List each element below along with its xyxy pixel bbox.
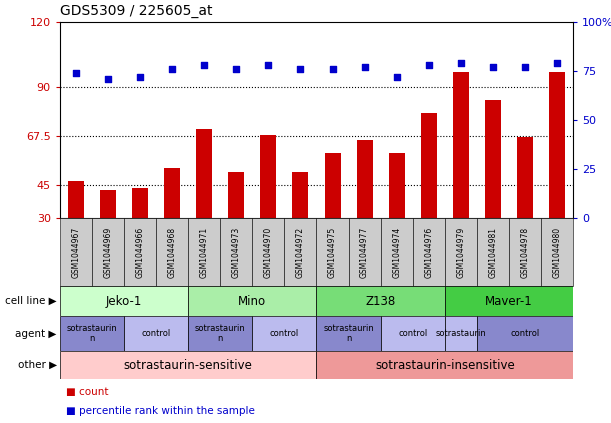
Text: GSM1044973: GSM1044973	[232, 226, 241, 277]
Bar	[357, 140, 373, 218]
FancyBboxPatch shape	[188, 218, 220, 286]
Bar	[485, 100, 501, 218]
Text: GSM1044975: GSM1044975	[328, 226, 337, 277]
FancyBboxPatch shape	[92, 218, 124, 286]
Text: other ▶: other ▶	[18, 360, 57, 370]
Bar	[421, 113, 437, 218]
FancyBboxPatch shape	[348, 218, 381, 286]
Text: GSM1044967: GSM1044967	[71, 226, 81, 277]
FancyBboxPatch shape	[124, 218, 156, 286]
Text: control: control	[398, 329, 427, 338]
Bar	[68, 181, 84, 218]
Text: Maver-1: Maver-1	[485, 294, 533, 308]
FancyBboxPatch shape	[316, 351, 573, 379]
Point	[360, 64, 370, 71]
FancyBboxPatch shape	[477, 316, 573, 351]
Text: GSM1044968: GSM1044968	[167, 226, 177, 277]
Text: GSM1044969: GSM1044969	[103, 226, 112, 277]
Text: agent ▶: agent ▶	[15, 329, 57, 338]
Text: GSM1044976: GSM1044976	[424, 226, 433, 277]
FancyBboxPatch shape	[124, 316, 188, 351]
Text: GSM1044977: GSM1044977	[360, 226, 369, 277]
Bar	[293, 172, 309, 218]
Text: control: control	[270, 329, 299, 338]
Text: GSM1044966: GSM1044966	[136, 226, 145, 277]
Bar	[324, 153, 340, 218]
FancyBboxPatch shape	[316, 218, 348, 286]
Text: sotrastaurin
n: sotrastaurin n	[195, 324, 246, 343]
FancyBboxPatch shape	[381, 218, 412, 286]
Text: control: control	[510, 329, 540, 338]
Point	[552, 60, 562, 66]
Bar	[389, 153, 404, 218]
Text: sotrastaurin-insensitive: sotrastaurin-insensitive	[375, 359, 514, 371]
FancyBboxPatch shape	[188, 286, 316, 316]
Text: Jeko-1: Jeko-1	[106, 294, 142, 308]
Point	[71, 69, 81, 76]
Bar	[260, 135, 276, 218]
Point	[456, 60, 466, 66]
FancyBboxPatch shape	[541, 218, 573, 286]
FancyBboxPatch shape	[412, 218, 445, 286]
Point	[199, 62, 209, 69]
Text: GSM1044971: GSM1044971	[200, 226, 209, 277]
Text: cell line ▶: cell line ▶	[5, 296, 57, 306]
FancyBboxPatch shape	[60, 316, 124, 351]
Text: sotrastaurin
n: sotrastaurin n	[67, 324, 117, 343]
Point	[520, 64, 530, 71]
FancyBboxPatch shape	[445, 218, 477, 286]
FancyBboxPatch shape	[60, 286, 188, 316]
FancyBboxPatch shape	[220, 218, 252, 286]
Text: GSM1044981: GSM1044981	[488, 226, 497, 277]
Text: control: control	[142, 329, 170, 338]
FancyBboxPatch shape	[284, 218, 316, 286]
Bar	[229, 172, 244, 218]
Bar	[517, 137, 533, 218]
Point	[296, 66, 306, 72]
FancyBboxPatch shape	[509, 218, 541, 286]
FancyBboxPatch shape	[156, 218, 188, 286]
Text: GSM1044970: GSM1044970	[264, 226, 273, 277]
Text: GSM1044980: GSM1044980	[552, 226, 562, 277]
Text: Mino: Mino	[238, 294, 266, 308]
Text: sotrastaurin-sensitive: sotrastaurin-sensitive	[124, 359, 252, 371]
Text: ■ count: ■ count	[66, 387, 109, 398]
FancyBboxPatch shape	[252, 218, 284, 286]
Bar	[549, 72, 565, 218]
Text: ■ percentile rank within the sample: ■ percentile rank within the sample	[66, 406, 255, 415]
FancyBboxPatch shape	[60, 351, 316, 379]
FancyBboxPatch shape	[381, 316, 445, 351]
Point	[232, 66, 241, 72]
Bar	[453, 72, 469, 218]
Text: sotrastaurin
n: sotrastaurin n	[323, 324, 374, 343]
Bar	[100, 190, 116, 218]
FancyBboxPatch shape	[445, 286, 573, 316]
Text: GSM1044978: GSM1044978	[521, 226, 530, 277]
FancyBboxPatch shape	[316, 286, 445, 316]
Text: GSM1044972: GSM1044972	[296, 226, 305, 277]
Bar	[132, 187, 148, 218]
Point	[424, 62, 434, 69]
FancyBboxPatch shape	[316, 316, 381, 351]
FancyBboxPatch shape	[188, 316, 252, 351]
Text: Z138: Z138	[365, 294, 396, 308]
FancyBboxPatch shape	[477, 218, 509, 286]
Point	[392, 74, 401, 80]
Text: GSM1044974: GSM1044974	[392, 226, 401, 277]
Text: GSM1044979: GSM1044979	[456, 226, 466, 277]
Point	[327, 66, 337, 72]
Point	[103, 75, 113, 82]
Point	[135, 74, 145, 80]
Text: sotrastaurin: sotrastaurin	[436, 329, 486, 338]
Bar	[164, 168, 180, 218]
Point	[263, 62, 273, 69]
FancyBboxPatch shape	[60, 218, 92, 286]
Point	[167, 66, 177, 72]
Bar	[196, 129, 212, 218]
Text: GDS5309 / 225605_at: GDS5309 / 225605_at	[60, 4, 213, 18]
Point	[488, 64, 498, 71]
FancyBboxPatch shape	[252, 316, 316, 351]
FancyBboxPatch shape	[445, 316, 477, 351]
